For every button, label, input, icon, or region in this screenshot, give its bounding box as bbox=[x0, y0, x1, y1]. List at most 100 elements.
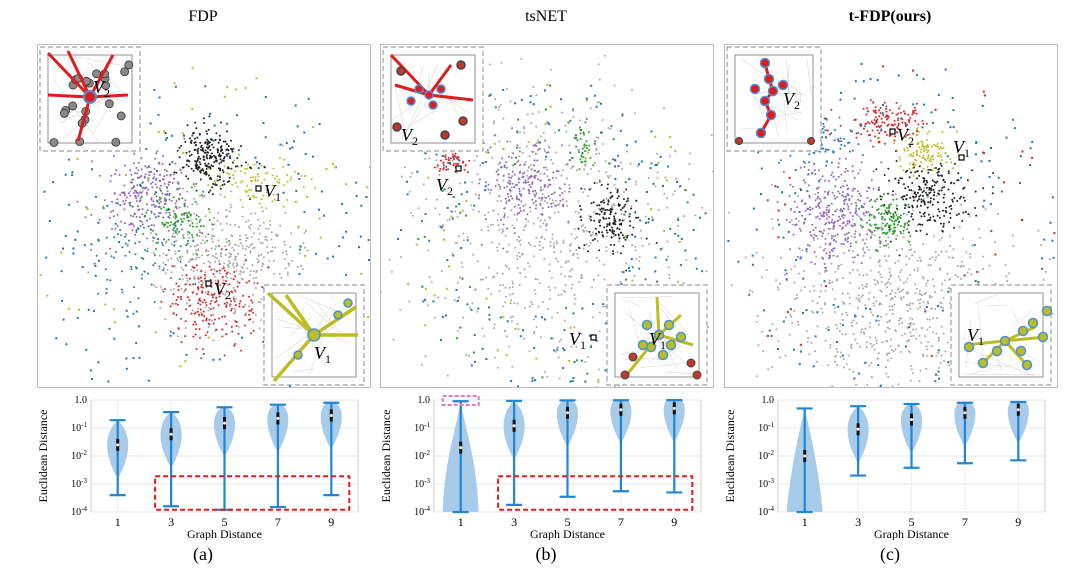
x-tick-label: 3 bbox=[511, 515, 517, 529]
node-cloud bbox=[39, 67, 370, 387]
v1-label: V1 bbox=[953, 137, 970, 160]
x-tick-label: 9 bbox=[671, 515, 677, 529]
tfdp-layout-svg: V2 V1 V2 V1 bbox=[726, 46, 1056, 387]
panel-title: tsNET bbox=[525, 8, 567, 25]
x-tick-label: 7 bbox=[618, 515, 624, 529]
y-tick-label: 10-3 bbox=[71, 477, 87, 490]
v2-marker bbox=[889, 128, 896, 135]
x-tick-label: 5 bbox=[565, 515, 571, 529]
median-point bbox=[329, 413, 333, 417]
y-tick-label: 1.0 bbox=[762, 395, 775, 406]
x-tick-label: 3 bbox=[168, 515, 174, 529]
network-layout-tfdp: V2 V1 V2 V1 bbox=[724, 44, 1058, 388]
median-point bbox=[856, 427, 860, 431]
violin-7 bbox=[954, 401, 976, 465]
subfigure-label: (b) bbox=[535, 544, 557, 564]
median-point bbox=[223, 421, 226, 425]
median-point bbox=[1016, 408, 1020, 412]
v2-marker bbox=[205, 280, 212, 287]
y-axis-label: Euclidean Distance bbox=[36, 410, 50, 503]
y-tick-label: 10-4 bbox=[414, 505, 430, 518]
node-cloud bbox=[727, 62, 1056, 387]
median-point bbox=[910, 418, 913, 422]
median-point bbox=[566, 411, 569, 415]
violin-3 bbox=[160, 410, 182, 508]
x-tick-label: 7 bbox=[962, 515, 968, 529]
x-tick-label: 5 bbox=[909, 515, 915, 529]
v2-label: V2 bbox=[436, 175, 453, 198]
panel-title: FDP bbox=[188, 8, 218, 25]
y-tick-label: 10-1 bbox=[414, 421, 430, 434]
panel-tsnet: tsNET V2 V1 V2 V1 10-4 10-3 10-2 10-1 1.0 1 3 5 7 9 E… bbox=[376, 0, 716, 572]
v1-label: V1 bbox=[569, 329, 586, 352]
violin-1 bbox=[786, 407, 823, 514]
inset-v2 bbox=[382, 46, 484, 152]
violin-1 bbox=[107, 419, 129, 497]
inset-v2 bbox=[39, 46, 141, 152]
x-tick-label: 3 bbox=[855, 515, 861, 529]
x-tick-label: 7 bbox=[275, 515, 281, 529]
inset-v1 bbox=[606, 284, 708, 386]
y-axis-label: Euclidean Distance bbox=[379, 410, 393, 503]
panel-tfdp: t-FDP(ours) V2 V1 V2 V1 10-4 10-3 10-2 10-1 1.0… bbox=[720, 0, 1060, 572]
x-tick-label: 9 bbox=[328, 515, 334, 529]
y-tick-label: 10-2 bbox=[758, 449, 774, 462]
violin-chart-fdp: 10-4 10-3 10-2 10-1 1.0 1 3 5 7 9 Euclidean Distan… bbox=[36, 395, 359, 540]
violin-5 bbox=[556, 399, 579, 498]
v1-label: V1 bbox=[264, 181, 281, 204]
violin-7 bbox=[267, 403, 289, 509]
median-point bbox=[116, 443, 120, 447]
violin-1 bbox=[442, 400, 479, 514]
x-axis-label: Graph Distance bbox=[187, 527, 262, 540]
violin-9 bbox=[320, 401, 342, 497]
y-tick-label: 1.0 bbox=[75, 395, 88, 406]
highlight-box-magenta bbox=[441, 395, 480, 406]
median-point bbox=[803, 454, 807, 458]
median-point bbox=[963, 411, 967, 415]
x-tick-label: 1 bbox=[458, 515, 464, 529]
x-tick-label: 1 bbox=[802, 515, 808, 529]
inset-v2-label: V2 bbox=[93, 77, 110, 100]
y-tick-label: 10-3 bbox=[414, 477, 430, 490]
violin-9 bbox=[1007, 400, 1029, 462]
median-point bbox=[672, 406, 676, 410]
subfigure-label: (a) bbox=[193, 544, 213, 564]
panel-fdp: FDP V1 V2 V2 V1 10-4 10-3 10-2 10-1 1.0 1 3 5 7 9 Euc… bbox=[33, 0, 373, 572]
violin-3 bbox=[503, 399, 525, 506]
v2-label: V2 bbox=[897, 125, 914, 148]
tsnet-layout-svg: V2 V1 V2 V1 bbox=[381, 46, 713, 387]
panel-title: t-FDP(ours) bbox=[848, 8, 932, 25]
fdp-layout-svg: V1 V2 V2 V1 bbox=[39, 46, 370, 387]
inset-v2 bbox=[726, 46, 822, 152]
x-axis-label: Graph Distance bbox=[874, 527, 949, 540]
median-point bbox=[169, 432, 173, 436]
violin-chart-tfdp: 10-4 10-3 10-2 10-1 1.0 1 3 5 7 9 Euclidean Distan… bbox=[723, 395, 1046, 540]
highlight-box-red bbox=[497, 475, 694, 511]
violin-3 bbox=[847, 405, 869, 477]
network-layout-tsnet: V2 V1 V2 V1 bbox=[380, 44, 714, 388]
v2-marker bbox=[455, 165, 462, 172]
highlight-box-red bbox=[154, 475, 351, 511]
y-tick-label: 10-3 bbox=[758, 477, 774, 490]
median-point bbox=[276, 416, 280, 420]
median-point bbox=[459, 446, 463, 450]
v1-marker bbox=[958, 154, 965, 161]
y-tick-label: 10-1 bbox=[758, 421, 774, 434]
inset-v1 bbox=[950, 284, 1053, 386]
inset-v1 bbox=[263, 284, 365, 386]
inset-v2-label: V2 bbox=[401, 125, 418, 148]
x-tick-label: 1 bbox=[115, 515, 121, 529]
x-tick-label: 5 bbox=[222, 515, 228, 529]
x-axis-label: Graph Distance bbox=[530, 527, 605, 540]
inset-v2-label: V2 bbox=[783, 89, 800, 112]
violin-7 bbox=[610, 399, 632, 493]
inset-v1-label: V1 bbox=[314, 343, 331, 366]
v1-marker bbox=[255, 185, 262, 192]
v1-marker bbox=[590, 334, 597, 341]
y-tick-label: 10-4 bbox=[71, 505, 87, 518]
x-tick-label: 9 bbox=[1015, 515, 1021, 529]
y-tick-label: 10-4 bbox=[758, 505, 774, 518]
violin-5 bbox=[900, 402, 923, 469]
median-point bbox=[512, 424, 516, 428]
network-layout-fdp: V1 V2 V2 V1 bbox=[37, 44, 371, 388]
